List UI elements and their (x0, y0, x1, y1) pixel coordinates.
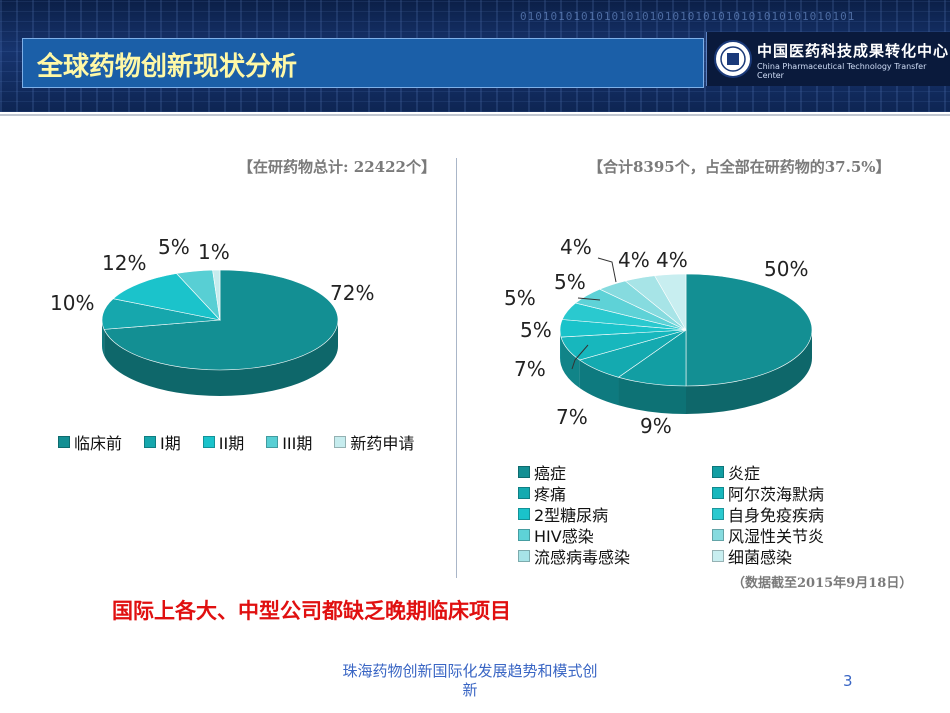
legend-label: 自身免疫疾病 (728, 506, 825, 525)
legend-swatch (58, 436, 70, 448)
right-chart-caption: 【合计8395个，占全部在研药物的37.5%】 (588, 158, 891, 176)
page-number: 3 (843, 672, 853, 690)
legend-label: 2型糖尿病 (534, 506, 609, 525)
right-label-5c: 5% (520, 318, 552, 342)
right-legend-item: 炎症 (712, 460, 760, 484)
left-pie-chart (101, 269, 339, 396)
pie-slice-side (579, 360, 619, 406)
logo-chinese-name: 中国医药科技成果转化中心 (757, 42, 950, 60)
legend-label: 疼痛 (534, 485, 567, 504)
right-legend-item: 细菌感染 (712, 544, 792, 568)
right-label-4a: 4% (656, 248, 688, 272)
right-label-9: 9% (640, 414, 672, 438)
logo-english-name: China Pharmaceutical Technology Transfer… (757, 62, 927, 80)
pie-slice-side (104, 320, 338, 396)
legend-swatch (144, 436, 157, 448)
right-label-4b: 4% (618, 248, 650, 272)
header-banner: 0101010101010101010101010101010101010101… (0, 0, 950, 112)
title-bar: 全球药物创新现状分析 (22, 38, 704, 88)
legend-label: III期 (282, 434, 313, 453)
right-legend-item: 流感病毒感染 (518, 544, 630, 568)
left-label-12: 12% (102, 251, 147, 275)
right-legend-item: 2型糖尿病 (518, 502, 608, 526)
pie-slice (212, 269, 221, 321)
right-label-5a: 5% (554, 270, 586, 294)
legend-label: 流感病毒感染 (534, 548, 631, 567)
binary-text-decoration: 0101010101010101010101010101010101010101… (520, 10, 856, 23)
legend-swatch (266, 436, 279, 448)
legend-label: HIV感染 (534, 527, 594, 546)
footer-line-1: 珠海药物创新国际化发展趋势和模式创 (342, 662, 598, 680)
right-legend-item: HIV感染 (518, 523, 594, 547)
right-legend-item: 疼痛 (518, 481, 566, 505)
legend-swatch (712, 466, 724, 478)
pie-slice (101, 298, 221, 330)
pie-slice (112, 273, 221, 321)
legend-label: 炎症 (728, 464, 761, 483)
right-label-7b: 7% (556, 405, 588, 429)
right-legend-item: 癌症 (518, 460, 566, 484)
right-label-50: 50% (764, 257, 809, 281)
left-label-1: 1% (198, 240, 230, 264)
legend-label: I期 (160, 434, 181, 453)
legend-swatch (712, 529, 724, 541)
pie-slice-side (686, 330, 812, 414)
pie-slice (654, 273, 687, 332)
legend-swatch (712, 508, 724, 520)
legend-swatch (518, 550, 530, 562)
right-label-4c: 4% (560, 235, 592, 259)
right-label-5b: 5% (504, 286, 536, 310)
pie-slice-side (618, 377, 686, 414)
legend-swatch (518, 508, 530, 520)
pie-slice-side (560, 330, 561, 366)
page-title: 全球药物创新现状分析 (37, 52, 298, 82)
right-legend-item: 自身免疫疾病 (712, 502, 824, 526)
legend-label: 癌症 (534, 464, 567, 483)
pie-slice (685, 273, 813, 387)
legend-swatch (202, 436, 215, 448)
legend-swatch (334, 436, 347, 448)
pie-slice (103, 269, 339, 371)
legend-label: 阿尔茨海默病 (728, 485, 825, 504)
key-message: 国际上各大、中型公司都缺乏晚期临床项目 (112, 599, 511, 623)
legend-swatch (712, 487, 724, 499)
legend-swatch (518, 487, 530, 499)
left-legend: 临床前 I期 II期 III期 新药申请 (58, 430, 414, 454)
legend-label: 细菌感染 (728, 548, 793, 567)
left-label-72: 72% (330, 281, 375, 305)
footer-text: 珠海药物创新国际化发展趋势和模式创 新 (320, 662, 620, 700)
right-legend-item: 风湿性关节炎 (712, 523, 824, 547)
legend-swatch (518, 466, 530, 478)
footer-line-2: 新 (462, 681, 478, 699)
logo-box: 中国医药科技成果转化中心 China Pharmaceutical Techno… (706, 32, 950, 86)
left-label-10: 10% (50, 291, 95, 315)
left-chart-caption: 【在研药物总计: 22422个】 (238, 158, 436, 176)
data-date-note: （数据截至2015年9月18日） (732, 576, 913, 591)
right-label-7a: 7% (514, 357, 546, 381)
right-pie-chart (559, 273, 813, 414)
left-label-5: 5% (158, 235, 190, 259)
pie-slice-side (560, 337, 580, 389)
center-divider (456, 158, 457, 578)
legend-swatch (712, 550, 724, 562)
seal-logo-icon (714, 40, 752, 78)
legend-label: II期 (218, 434, 245, 453)
legend-label: 新药申请 (350, 434, 415, 453)
header-divider (0, 114, 950, 116)
right-legend-item: 阿尔茨海默病 (712, 481, 824, 505)
legend-swatch (518, 529, 530, 541)
legend-label: 临床前 (74, 434, 123, 453)
legend-label: 风湿性关节炎 (728, 527, 825, 546)
